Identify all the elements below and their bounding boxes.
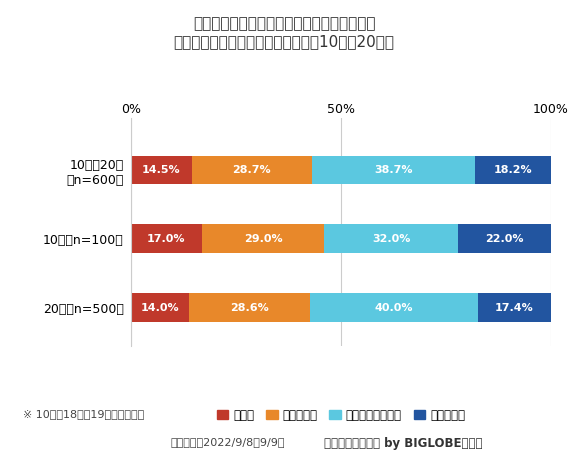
Text: 22.0%: 22.0% (486, 234, 524, 244)
Text: （正当な理由でも）自分が好きな人や企業が: （正当な理由でも）自分が好きな人や企業が (193, 16, 375, 31)
Bar (324, 224, 458, 253)
Text: 「あしたメディア by BIGLOBE」調べ: 「あしたメディア by BIGLOBE」調べ (324, 437, 482, 450)
Bar (310, 293, 478, 322)
Text: 28.6%: 28.6% (230, 303, 269, 313)
Bar (475, 156, 552, 184)
Bar (312, 156, 475, 184)
Bar (131, 224, 202, 253)
Bar (131, 293, 190, 322)
Text: ※ 10代は18歳、19歳が調査対象: ※ 10代は18歳、19歳が調査対象 (23, 410, 144, 420)
Text: 38.7%: 38.7% (374, 165, 413, 175)
Text: 29.0%: 29.0% (244, 234, 282, 244)
Bar (191, 156, 312, 184)
Text: 17.4%: 17.4% (495, 303, 534, 313)
Text: 14.0%: 14.0% (141, 303, 179, 313)
Text: キャンセルされることには反対か【10代、20代】: キャンセルされることには反対か【10代、20代】 (173, 34, 395, 49)
Bar (202, 224, 324, 253)
Text: 40.0%: 40.0% (374, 303, 413, 313)
Text: 14.5%: 14.5% (142, 165, 181, 175)
Text: 17.0%: 17.0% (147, 234, 186, 244)
Text: 調査期間：2022/9/8〜9/9: 調査期間：2022/9/8〜9/9 (170, 437, 285, 447)
Text: 28.7%: 28.7% (232, 165, 271, 175)
Text: 32.0%: 32.0% (372, 234, 411, 244)
Text: 18.2%: 18.2% (494, 165, 532, 175)
Legend: 反対だ, やや反対だ, あまり反対しない, 反対しない: 反対だ, やや反対だ, あまり反対しない, 反対しない (212, 404, 470, 426)
Bar (131, 156, 191, 184)
Bar (458, 224, 551, 253)
Bar (190, 293, 310, 322)
Bar (478, 293, 551, 322)
